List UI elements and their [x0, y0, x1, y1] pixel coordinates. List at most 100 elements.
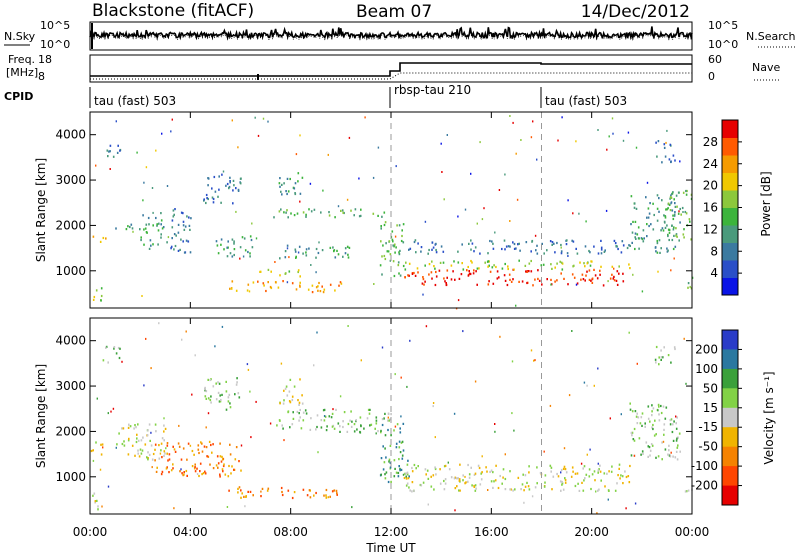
echo-cell: [489, 270, 492, 273]
echo-cell: [293, 214, 296, 217]
nave-line: [90, 72, 692, 80]
echo-cell: [201, 442, 203, 445]
echo-cell: [658, 405, 660, 408]
echo-cell: [354, 208, 357, 211]
echo-cell: [157, 229, 160, 232]
echo-cell: [621, 240, 624, 243]
echo-cell: [189, 251, 192, 254]
echo-cell: [212, 467, 215, 470]
echo-cell: [645, 196, 647, 199]
echo-cell: [161, 227, 164, 230]
echo-cell: [262, 282, 265, 285]
echo-cell: [226, 255, 229, 258]
echo-cell: [549, 464, 552, 467]
echo-cell: [487, 260, 490, 263]
echo-cell: [541, 283, 543, 286]
echo-cell: [334, 289, 336, 292]
echo-cell: [476, 267, 479, 270]
echo-cell: [671, 209, 674, 212]
echo-cell: [685, 490, 688, 493]
echo-cell: [584, 265, 586, 268]
echo-cell: [611, 465, 613, 468]
echo-cell: [137, 439, 140, 442]
echo-cell: [359, 430, 361, 434]
echo-cell: [335, 408, 337, 411]
echo-cell: [678, 210, 680, 213]
echo-cell: [651, 426, 653, 429]
echo-cell: [607, 489, 610, 492]
echo-cell: [415, 251, 417, 254]
echo-cell: [333, 427, 336, 430]
echo-cell: [97, 505, 99, 508]
echo-cell: [534, 359, 536, 362]
echo-cell: [685, 212, 688, 215]
echo-cell: [309, 496, 312, 499]
echo-cell: [121, 360, 123, 363]
echo-cell: [384, 412, 386, 415]
echo-cell: [122, 427, 125, 430]
echo-cell: [329, 283, 332, 286]
colorbar-tick-label: 16: [703, 201, 718, 215]
echo-cell: [577, 482, 579, 485]
echo-cell: [301, 402, 304, 405]
echo-cell: [389, 461, 392, 464]
echo-cell: [308, 489, 311, 492]
echo-cell: [240, 496, 242, 499]
x-tick-label: 08:00: [273, 525, 308, 539]
echo-cell: [302, 252, 304, 255]
echo-cell: [305, 251, 307, 254]
colorbar-swatch: [722, 368, 738, 389]
echo-cell: [663, 214, 665, 217]
echo-cell: [267, 487, 270, 490]
colorbar-swatch: [722, 349, 738, 370]
echo-cell: [359, 214, 362, 217]
echo-cell: [140, 236, 142, 239]
echo-cell: [435, 242, 437, 245]
echo-cell: [336, 492, 338, 495]
echo-cell: [193, 467, 196, 470]
echo-cell: [667, 354, 670, 357]
echo-cell: [411, 272, 414, 275]
echo-cell: [509, 488, 511, 491]
echo-cell: [368, 412, 371, 415]
echo-cell: [662, 405, 665, 408]
echo-cell: [112, 155, 115, 158]
echo-cell: [237, 491, 239, 494]
echo-cell: [509, 278, 511, 281]
echo-cell: [177, 231, 180, 234]
echo-cell: [375, 416, 378, 419]
echo-cell: [653, 213, 655, 217]
echo-cell: [188, 216, 190, 219]
echo-cell: [404, 276, 406, 279]
echo-cell: [598, 488, 600, 491]
echo-cell: [442, 250, 445, 253]
echo-cell: [477, 464, 480, 467]
echo-cell: [646, 235, 648, 238]
echo-cell: [115, 446, 117, 449]
echo-cell: [486, 470, 488, 473]
echo-cell: [447, 461, 449, 464]
echo-cell: [570, 475, 573, 478]
echo-cell: [330, 416, 333, 419]
echo-cell: [349, 419, 351, 422]
echo-cell: [225, 380, 227, 383]
echo-cell: [689, 220, 691, 223]
echo-cell: [273, 216, 275, 219]
echo-cell: [672, 191, 674, 194]
echo-cell: [145, 337, 147, 340]
echo-cell: [597, 129, 599, 131]
echo-cell: [428, 273, 430, 276]
echo-cell: [411, 470, 414, 473]
echo-cell: [155, 216, 157, 220]
echo-cell: [300, 427, 303, 430]
echo-cell: [171, 118, 173, 121]
echo-cell: [423, 283, 425, 286]
echo-cell: [373, 283, 375, 285]
echo-cell: [205, 397, 208, 400]
echo-cell: [399, 427, 401, 430]
echo-cell: [282, 427, 284, 430]
echo-cell: [394, 251, 396, 254]
echo-cell: [600, 265, 602, 268]
echo-cell: [650, 443, 653, 446]
echo-cell: [535, 249, 537, 252]
